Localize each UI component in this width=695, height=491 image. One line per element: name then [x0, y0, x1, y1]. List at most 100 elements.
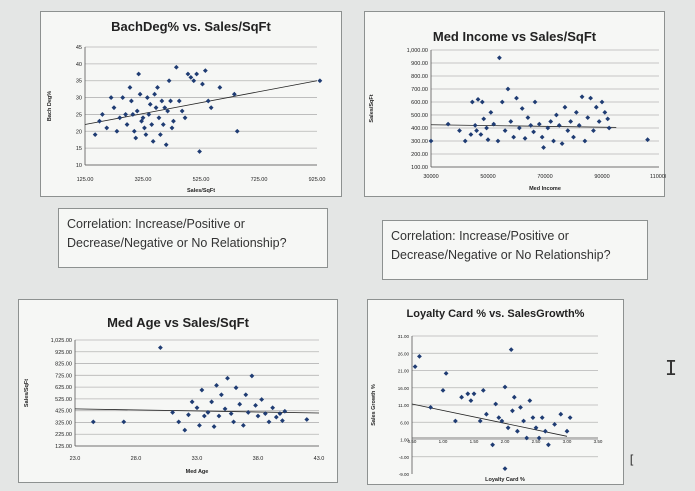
- data-point: [469, 99, 475, 105]
- data-point: [508, 347, 514, 352]
- data-point: [104, 125, 110, 131]
- x-tick-label: 33.0: [192, 456, 203, 462]
- x-tick-label: 1.50: [470, 439, 479, 444]
- y-tick-label: 225.00: [55, 432, 72, 438]
- data-point: [515, 428, 520, 434]
- data-point: [499, 99, 505, 105]
- data-point: [166, 78, 172, 84]
- y-tick-label: 6.00: [400, 420, 409, 425]
- data-point: [496, 415, 502, 420]
- y-tick-label: 325.00: [55, 420, 72, 426]
- data-point: [539, 134, 545, 140]
- data-point: [546, 442, 551, 448]
- data-point: [228, 411, 234, 417]
- data-point: [176, 419, 182, 425]
- data-point: [556, 123, 562, 128]
- x-tick-label: 3.50: [594, 439, 603, 444]
- data-point: [505, 86, 511, 92]
- data-point: [136, 71, 142, 77]
- data-point: [111, 105, 117, 111]
- y-tick-label: 700.00: [411, 87, 428, 93]
- data-point: [273, 414, 279, 420]
- medage-scatter-plot: 125.00 225.00 325.00 425.00 525.00 625.00 725.…: [24, 338, 324, 475]
- data-point: [536, 121, 542, 127]
- data-point: [478, 132, 484, 137]
- data-point: [202, 68, 208, 73]
- data-point: [502, 384, 508, 390]
- data-point: [479, 99, 485, 105]
- y-tick-label: 45: [76, 45, 82, 51]
- data-point: [205, 410, 211, 415]
- data-point: [552, 422, 557, 427]
- data-point: [270, 405, 276, 411]
- data-point: [158, 345, 163, 351]
- data-point: [176, 98, 182, 104]
- data-point: [233, 385, 239, 391]
- data-point: [214, 382, 219, 388]
- y-tick-label: 10: [76, 163, 82, 169]
- data-point: [412, 364, 418, 369]
- y-axis-title: Bach Deg%: [47, 91, 53, 121]
- data-point: [199, 387, 205, 393]
- y-tick-label: 825.00: [55, 362, 72, 368]
- data-point: [524, 435, 530, 441]
- data-point: [495, 138, 501, 144]
- data-point: [564, 428, 570, 434]
- data-point: [186, 412, 191, 418]
- data-point: [205, 98, 211, 104]
- x-tick-label: 2.00: [501, 439, 510, 444]
- y-tick-label: 725.00: [55, 373, 72, 379]
- data-point: [114, 128, 120, 134]
- data-point: [222, 406, 228, 412]
- data-point: [259, 397, 265, 402]
- data-point: [606, 125, 612, 131]
- data-point: [249, 373, 255, 379]
- data-point: [530, 415, 536, 420]
- data-point: [121, 419, 127, 425]
- y-tick-label: 300.00: [411, 139, 428, 145]
- y-axis-title: Sales/SqFt: [369, 94, 375, 122]
- data-point: [156, 115, 162, 121]
- x-tick-label: 525.00: [193, 177, 210, 183]
- data-point: [511, 134, 517, 140]
- data-point: [510, 408, 515, 414]
- data-point: [185, 71, 191, 77]
- chart-title: Med Income vs Sales/SqFt: [432, 29, 597, 44]
- data-point: [216, 413, 222, 419]
- chart-title: Med Age vs Sales/SqFt: [107, 315, 249, 330]
- data-point: [457, 128, 462, 133]
- data-point: [197, 149, 202, 154]
- data-point: [579, 94, 585, 100]
- data-point: [155, 85, 160, 90]
- data-point: [149, 122, 155, 127]
- x-tick-label: 325.00: [135, 177, 152, 183]
- y-tick-label: 40: [76, 62, 82, 68]
- data-point: [599, 99, 605, 105]
- bracket-glyph: [: [628, 453, 636, 467]
- data-point: [490, 442, 495, 448]
- x-tick-label: 0.50: [408, 439, 417, 444]
- data-point: [182, 427, 188, 433]
- x-axis-title: Med Age: [186, 469, 209, 475]
- data-point: [144, 95, 150, 100]
- data-point: [562, 104, 568, 110]
- data-point: [147, 101, 153, 107]
- data-point: [131, 128, 137, 134]
- data-point: [554, 112, 559, 118]
- trend-line: [74, 408, 320, 414]
- data-point: [130, 112, 136, 117]
- data-point: [480, 388, 486, 393]
- loyalty-scatter-plot: -9.00 -4.00 1.00 6.00 11.00 16.00 21.00 26.00 31…: [371, 334, 603, 483]
- y-tick-label: 35: [76, 79, 82, 85]
- data-point: [536, 435, 542, 441]
- y-tick-label: 200.00: [411, 152, 428, 158]
- data-point: [593, 104, 599, 110]
- data-point: [475, 97, 481, 102]
- data-point: [90, 419, 96, 425]
- x-axis-title: Med Income: [529, 186, 561, 192]
- data-point: [280, 418, 285, 424]
- y-tick-label: -4.00: [399, 455, 410, 460]
- data-point: [127, 85, 133, 90]
- data-point: [100, 112, 105, 117]
- data-point: [573, 110, 579, 115]
